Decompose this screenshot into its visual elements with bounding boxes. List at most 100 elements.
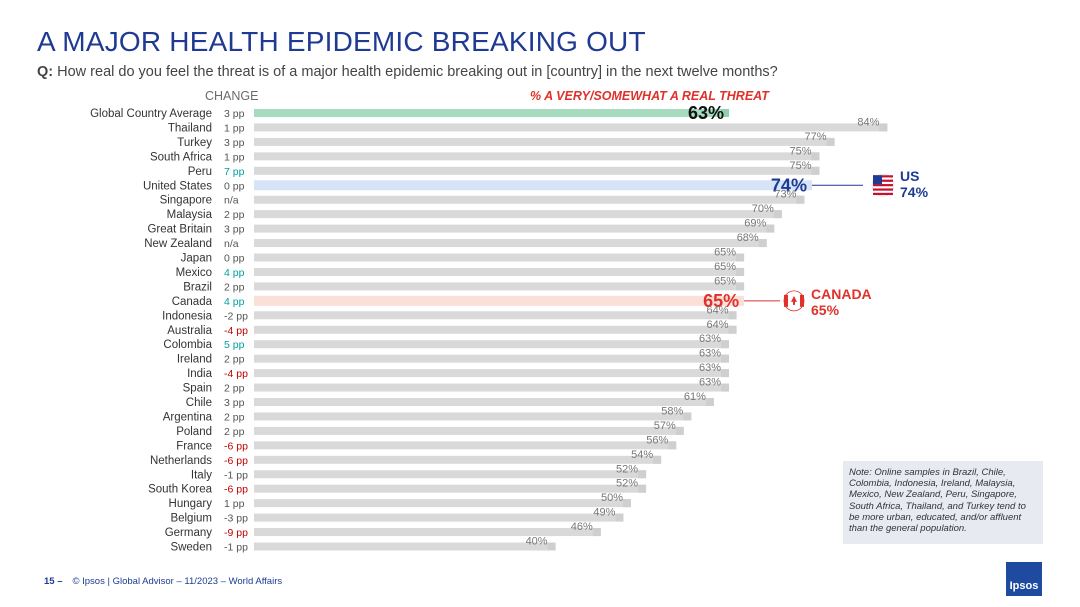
bar-end-france xyxy=(668,441,677,450)
change-label-turkey: 3 pp xyxy=(224,137,245,149)
value-label-malaysia: 70% xyxy=(752,203,774,215)
bar-great-britain xyxy=(254,224,775,233)
value-label-colombia: 63% xyxy=(699,333,721,345)
us-flag-stripe xyxy=(873,188,893,191)
change-label-ireland: 2 pp xyxy=(224,354,245,366)
change-label-new-zealand: n/a xyxy=(224,238,239,250)
bar-new-zealand xyxy=(254,239,767,248)
change-label-sweden: -1 pp xyxy=(224,542,248,554)
bar-end-india xyxy=(721,369,730,378)
maple-leaf-icon xyxy=(791,295,797,305)
canada-callout-value: 65% xyxy=(811,302,840,318)
bar-end-thailand xyxy=(879,123,888,132)
change-label-belgium: -3 pp xyxy=(224,513,248,525)
question-text: Q: How real do you feel the threat is of… xyxy=(37,64,778,80)
bar-japan xyxy=(254,253,745,262)
country-label-united-states: United States xyxy=(143,180,212,192)
methodology-note: Note: Online samples in Brazil, Chile, C… xyxy=(843,461,1043,544)
bar-turkey xyxy=(254,137,835,146)
country-label-spain: Spain xyxy=(183,383,212,395)
country-label-japan: Japan xyxy=(181,253,212,265)
us-callout-name: US xyxy=(900,168,920,184)
bar-end-argentina xyxy=(683,412,692,421)
value-label-netherlands: 54% xyxy=(631,449,653,461)
country-label-malaysia: Malaysia xyxy=(167,209,213,221)
change-label-poland: 2 pp xyxy=(224,426,245,438)
bar-end-global-country-average xyxy=(721,109,730,117)
bar-netherlands xyxy=(254,455,662,464)
value-label-new-zealand: 68% xyxy=(737,232,759,244)
bar-south-africa xyxy=(254,152,820,161)
change-label-chile: 3 pp xyxy=(224,397,245,409)
bar-mexico xyxy=(254,267,745,276)
bar-canada xyxy=(254,295,745,306)
value-label-india: 63% xyxy=(699,362,721,374)
bar-south-korea xyxy=(254,484,647,493)
bar-end-malaysia xyxy=(773,210,782,219)
value-label-south-africa: 75% xyxy=(789,145,811,157)
us-callout-value: 74% xyxy=(900,184,929,200)
value-label-argentina: 58% xyxy=(661,405,683,417)
change-label-singapore: n/a xyxy=(224,195,239,207)
footer-text: © Ipsos | Global Advisor – 11/2023 – Wor… xyxy=(72,576,283,587)
country-label-new-zealand: New Zealand xyxy=(144,238,212,250)
country-label-south-africa: South Africa xyxy=(150,151,213,163)
value-label-hungary: 50% xyxy=(601,492,623,504)
bar-end-indonesia xyxy=(728,311,737,320)
bar-brazil xyxy=(254,282,745,291)
bar-end-peru xyxy=(811,166,820,175)
value-label-indonesia: 64% xyxy=(707,304,729,316)
canada-flag-band-left xyxy=(784,294,788,307)
country-label-germany: Germany xyxy=(165,527,213,539)
country-label-mexico: Mexico xyxy=(176,267,212,279)
bar-end-belgium xyxy=(615,513,624,522)
canada-flag-band-right xyxy=(800,294,804,307)
bar-singapore xyxy=(254,195,805,204)
country-label-turkey: Turkey xyxy=(177,137,212,149)
country-label-chile: Chile xyxy=(186,397,212,409)
country-label-singapore: Singapore xyxy=(160,195,212,207)
country-label-italy: Italy xyxy=(191,469,212,481)
value-label-sweden: 40% xyxy=(526,536,548,548)
bar-end-poland xyxy=(675,426,684,435)
value-label-global-country-average: 63% xyxy=(688,103,724,123)
value-label-thailand: 84% xyxy=(857,116,879,128)
change-label-global-country-average: 3 pp xyxy=(224,108,245,120)
value-label-france: 56% xyxy=(646,434,668,446)
bar-end-colombia xyxy=(721,340,730,349)
bar-end-south-korea xyxy=(638,484,647,493)
bar-end-south-africa xyxy=(811,152,820,161)
change-label-south-korea: -6 pp xyxy=(224,484,248,496)
value-label-australia: 64% xyxy=(707,319,729,331)
bar-end-japan xyxy=(736,253,745,262)
bar-end-turkey xyxy=(826,137,835,146)
value-label-belgium: 49% xyxy=(593,507,615,519)
country-label-australia: Australia xyxy=(167,325,212,337)
value-label-chile: 61% xyxy=(684,391,706,403)
bar-end-mexico xyxy=(736,267,745,276)
bar-spain xyxy=(254,383,730,392)
bar-end-new-zealand xyxy=(758,239,767,248)
bar-end-great-britain xyxy=(766,224,775,233)
bar-belgium xyxy=(254,513,624,522)
bar-global-country-average xyxy=(254,109,730,117)
country-label-brazil: Brazil xyxy=(183,281,212,293)
value-label-canada: 65% xyxy=(703,291,739,311)
country-label-india: India xyxy=(187,368,213,380)
value-label-singapore: 73% xyxy=(774,189,796,201)
bar-hungary xyxy=(254,499,631,508)
bar-india xyxy=(254,369,730,378)
change-column-header: CHANGE xyxy=(205,89,259,103)
bar-indonesia xyxy=(254,311,737,320)
country-label-hungary: Hungary xyxy=(169,498,213,510)
change-label-peru: 7 pp xyxy=(224,166,245,178)
value-label-ireland: 63% xyxy=(699,348,721,360)
value-label-great-britain: 69% xyxy=(744,218,766,230)
country-label-colombia: Colombia xyxy=(163,339,212,351)
bar-australia xyxy=(254,325,737,334)
value-label-peru: 75% xyxy=(789,160,811,172)
country-label-belgium: Belgium xyxy=(170,513,212,525)
change-label-malaysia: 2 pp xyxy=(224,209,245,221)
change-label-spain: 2 pp xyxy=(224,383,245,395)
value-label-mexico: 65% xyxy=(714,261,736,273)
